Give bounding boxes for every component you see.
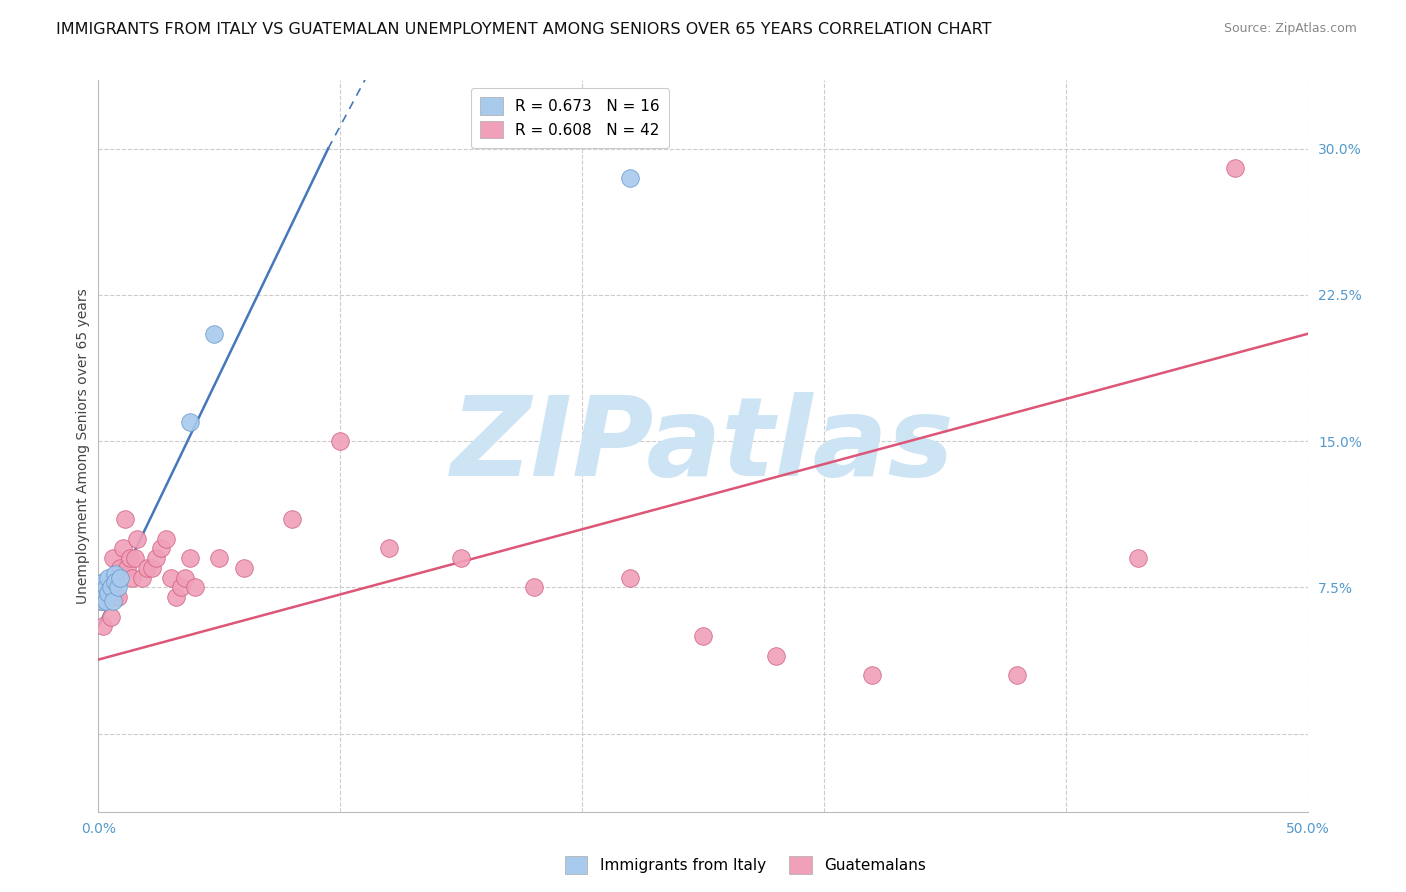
Point (160, 571, 183, 585)
Point (94, 581, 117, 595)
Point (104, 590, 127, 604)
Point (1223, 161, 1246, 175)
Point (377, 541, 399, 556)
Point (127, 532, 149, 546)
Point (104, 566, 127, 581)
Point (90, 594, 112, 608)
Point (523, 581, 546, 595)
Point (100, 609, 122, 624)
Y-axis label: Unemployment Among Seniors over 65 years: Unemployment Among Seniors over 65 years (76, 288, 90, 604)
Point (94, 586, 117, 600)
Text: Source: ZipAtlas.com: Source: ZipAtlas.com (1223, 22, 1357, 36)
Point (91, 586, 114, 600)
Text: IMMIGRANTS FROM ITALY VS GUATEMALAN UNEMPLOYMENT AMONG SENIORS OVER 65 YEARS COR: IMMIGRANTS FROM ITALY VS GUATEMALAN UNEM… (56, 22, 991, 37)
Point (91, 574, 114, 589)
Point (94, 594, 117, 608)
Point (165, 590, 187, 604)
Point (179, 551, 201, 566)
Point (107, 581, 129, 595)
Text: ZIPatlas: ZIPatlas (451, 392, 955, 500)
Point (135, 561, 157, 575)
Point (111, 541, 134, 556)
Point (118, 551, 141, 566)
Point (90, 594, 112, 608)
Point (117, 561, 139, 575)
Point (692, 629, 714, 643)
Point (121, 571, 143, 585)
Point (1007, 668, 1029, 682)
Point (108, 571, 131, 585)
Point (131, 571, 153, 585)
Point (174, 571, 197, 585)
Point (141, 561, 163, 575)
Point (124, 551, 146, 566)
Point (619, 170, 641, 185)
Point (281, 512, 304, 526)
Point (91, 619, 114, 633)
Point (169, 581, 191, 595)
Point (450, 551, 472, 566)
Point (104, 574, 127, 589)
Point (860, 668, 883, 682)
Point (114, 512, 136, 526)
Point (100, 581, 122, 595)
Legend: Immigrants from Italy, Guatemalans: Immigrants from Italy, Guatemalans (558, 850, 932, 880)
Point (184, 581, 207, 595)
Point (204, 326, 226, 341)
Legend: R = 0.673   N = 16, R = 0.608   N = 42: R = 0.673 N = 16, R = 0.608 N = 42 (471, 88, 669, 148)
Point (101, 594, 124, 608)
Point (155, 532, 177, 546)
Point (208, 551, 231, 566)
Point (145, 551, 167, 566)
Point (107, 590, 129, 604)
Point (97, 571, 120, 585)
Point (232, 561, 254, 575)
Point (108, 561, 131, 575)
Point (101, 551, 124, 566)
Point (97, 581, 120, 595)
Point (97, 586, 120, 600)
Point (619, 571, 641, 585)
Point (179, 415, 201, 429)
Point (1128, 551, 1150, 566)
Point (150, 541, 173, 556)
Point (765, 648, 787, 663)
Point (329, 434, 352, 449)
